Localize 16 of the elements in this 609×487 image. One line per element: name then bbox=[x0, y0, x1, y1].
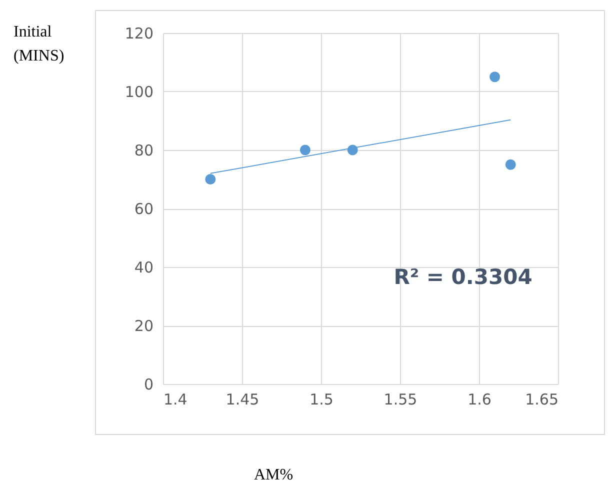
y-axis-title: Initial (MINS) bbox=[14, 24, 64, 64]
x-axis-title: AM% bbox=[254, 466, 294, 484]
y-tick-label: 60 bbox=[134, 200, 154, 218]
x-tick-label: 1.45 bbox=[226, 390, 260, 408]
x-tick-label: 1.6 bbox=[468, 390, 492, 408]
x-tick-label: 1.55 bbox=[384, 390, 418, 408]
x-tick-label: 1.65 bbox=[525, 390, 558, 408]
y-tick-label: 20 bbox=[134, 317, 154, 335]
y-tick-label: 120 bbox=[124, 24, 154, 42]
y-tick-label: 40 bbox=[134, 258, 154, 276]
y-tick-label: 80 bbox=[134, 142, 154, 160]
x-tick-label: 1.4 bbox=[164, 390, 188, 408]
annotation: R² = 0.3304 bbox=[394, 265, 532, 289]
y-tick-label: 100 bbox=[124, 83, 154, 101]
x-tick-label: 1.5 bbox=[310, 390, 334, 408]
y-tick-label: 0 bbox=[144, 376, 154, 394]
